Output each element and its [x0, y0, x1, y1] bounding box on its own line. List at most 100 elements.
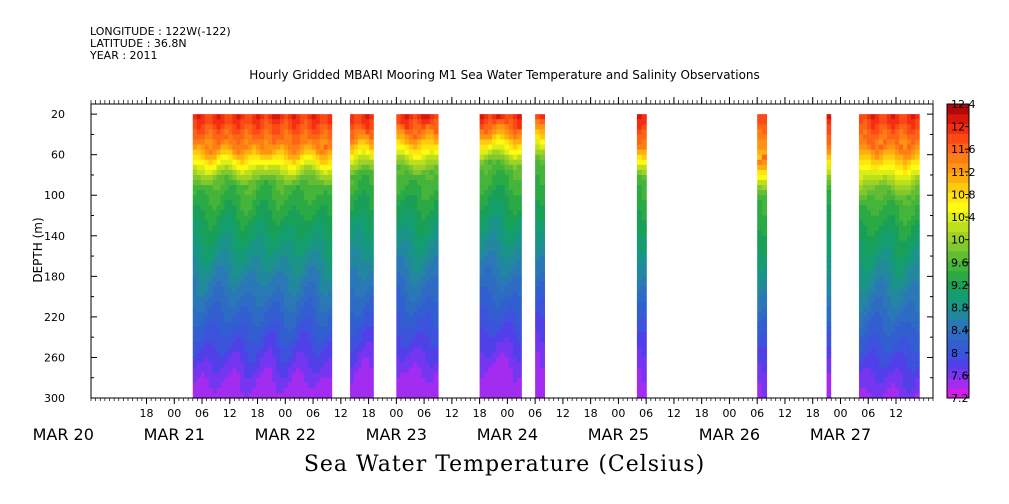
heatmap-cell — [915, 159, 920, 166]
heatmap-cell — [858, 159, 864, 166]
heatmap-cell — [204, 281, 210, 288]
heatmap-cell — [307, 372, 313, 379]
heatmap-cell — [272, 372, 277, 379]
heatmap-cell — [357, 321, 363, 328]
heatmap-cell — [512, 164, 518, 171]
heatmap-cell — [879, 174, 884, 181]
heatmap-cell — [280, 144, 285, 151]
heatmap-cell — [319, 240, 325, 247]
heatmap-cell — [408, 256, 414, 262]
heatmap-cell — [357, 190, 363, 196]
heatmap-cell — [268, 164, 273, 171]
heatmap-cell — [862, 134, 868, 141]
heatmap-cell — [512, 266, 518, 272]
heatmap-cell — [357, 114, 363, 120]
heatmap-cell — [264, 306, 269, 313]
heatmap-cell — [512, 387, 518, 394]
heatmap-cell — [479, 367, 485, 374]
heatmap-cell — [299, 174, 305, 181]
heatmap-cell — [757, 321, 763, 328]
heatmap-cell — [517, 159, 522, 166]
heatmap-cell — [311, 154, 317, 161]
heatmap-cell — [826, 210, 832, 217]
heatmap-cell — [504, 296, 510, 303]
heatmap-cell — [327, 215, 333, 222]
heatmap-cell — [757, 174, 763, 181]
heatmap-cell — [196, 114, 202, 120]
heatmap-cell — [875, 195, 880, 201]
heatmap-cell — [357, 357, 363, 364]
heatmap-cell — [517, 311, 522, 318]
heatmap-cell — [871, 251, 876, 257]
heatmap-cell — [408, 164, 414, 171]
heatmap-cell — [875, 185, 880, 191]
heatmap-cell — [535, 266, 541, 272]
heatmap-cell — [761, 225, 768, 232]
heatmap-cell — [508, 372, 514, 379]
heatmap-cell — [429, 286, 435, 293]
heatmap-cell — [879, 291, 884, 298]
heatmap-cell — [433, 245, 439, 252]
heatmap-cell — [539, 362, 545, 369]
heatmap-cell — [433, 337, 439, 343]
heatmap-cell — [357, 159, 363, 166]
heatmap-cell — [539, 200, 545, 206]
heatmap-cell — [196, 362, 202, 369]
heatmap-cell — [291, 286, 297, 293]
heatmap-cell — [858, 367, 864, 374]
heatmap-cell — [492, 327, 497, 333]
heatmap-cell — [260, 362, 265, 369]
heatmap-cell — [891, 159, 896, 166]
heatmap-cell — [907, 291, 912, 298]
heatmap-cell — [204, 276, 210, 283]
heatmap-cell — [319, 261, 325, 267]
heatmap-cell — [404, 225, 410, 232]
heatmap-cell — [879, 225, 884, 232]
heatmap-cell — [232, 392, 237, 399]
heatmap-cell — [826, 342, 832, 348]
heatmap-cell — [915, 139, 920, 146]
heatmap-cell — [232, 286, 237, 293]
heatmap-cell — [487, 169, 493, 176]
heatmap-cell — [903, 392, 908, 399]
heatmap-cell — [327, 372, 333, 379]
heatmap-cell — [903, 144, 908, 151]
heatmap-cell — [228, 387, 234, 394]
heatmap-cell — [858, 185, 864, 191]
heatmap-cell — [248, 357, 253, 364]
heatmap-cell — [483, 276, 489, 283]
heatmap-cell — [216, 271, 222, 277]
heatmap-cell — [504, 261, 510, 267]
heatmap-cell — [862, 174, 868, 181]
heatmap-cell — [417, 266, 422, 272]
heatmap-cell — [903, 332, 908, 338]
heatmap-cell — [268, 291, 273, 298]
heatmap-cell — [404, 144, 410, 151]
heatmap-cell — [192, 235, 198, 242]
heatmap-cell — [500, 139, 506, 146]
heatmap-cell — [303, 174, 309, 181]
heatmap-cell — [899, 382, 904, 389]
heatmap-cell — [295, 347, 301, 353]
heatmap-cell — [433, 134, 439, 141]
heatmap-cell — [535, 144, 541, 151]
heatmap-cell — [479, 220, 485, 227]
heatmap-cell — [236, 261, 241, 267]
heatmap-cell — [204, 321, 210, 328]
heatmap-cell — [421, 190, 427, 196]
heatmap-cell — [283, 301, 289, 308]
heatmap-cell — [196, 225, 202, 232]
heatmap-cell — [232, 195, 237, 201]
heatmap-cell — [280, 190, 285, 196]
heatmap-cell — [204, 220, 210, 227]
heatmap-cell — [871, 342, 876, 348]
heatmap-cell — [479, 301, 485, 308]
heatmap-cell — [268, 205, 273, 212]
heatmap-cell — [492, 164, 497, 171]
heatmap-cell — [433, 129, 439, 136]
heatmap-cell — [224, 139, 230, 146]
heatmap-cell — [264, 251, 269, 257]
heatmap-cell — [256, 316, 261, 323]
heatmap-cell — [875, 306, 880, 313]
heatmap-cell — [212, 190, 218, 196]
